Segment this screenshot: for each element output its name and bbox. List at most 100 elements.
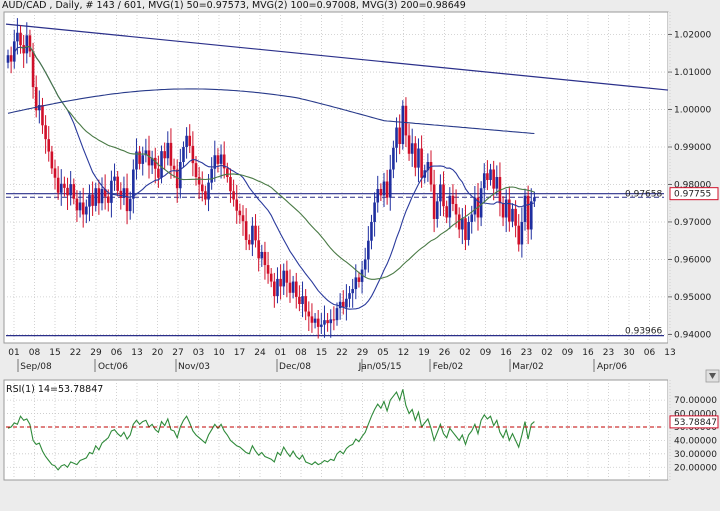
level-label: 0.93966 [625,327,662,337]
candle-up [182,147,185,163]
candle-down [464,218,467,240]
candle-up [348,293,351,299]
month-label: Apr/06 [597,362,627,372]
month-label: Jan/05/15 [358,362,402,372]
candle-down [194,163,198,177]
candle-up [351,289,354,294]
candle-down [232,191,235,200]
candle-up [426,162,430,171]
candle-up [363,259,367,270]
rsi-tick-label: 40.00000 [674,436,717,446]
candle-down [204,191,207,200]
candle-down [222,154,226,169]
rsi-tick-label: 30.00000 [674,450,717,460]
date-tick-label: 20 [152,348,164,358]
date-tick-label: 06 [111,348,123,358]
candle-down [235,199,239,211]
date-tick-label: 15 [316,348,327,358]
candle-up [435,201,439,219]
date-tick-label: 10 [213,348,225,358]
candle-up [335,308,339,321]
candle-down [316,318,320,327]
month-label: Oct/06 [98,362,128,372]
candle-up [141,155,145,164]
candle-down [385,181,389,198]
candle-up [448,195,452,218]
price-tick-label: 1.00000 [674,106,711,116]
scroll-right-button[interactable] [705,369,720,383]
candle-down [66,187,69,196]
candle-down [332,319,336,321]
candle-down [429,162,433,185]
candle-down [254,225,257,241]
candle-up [282,270,286,287]
candle-down [125,188,129,212]
candle-up [160,151,163,178]
candle-down [63,183,66,188]
candle-down [157,168,160,178]
candle-down [97,188,101,204]
candle-down [53,168,57,178]
candle-up [511,208,514,222]
candle-up [392,147,395,170]
current-price-box [669,187,719,201]
current-price-label: 0.97755 [674,190,711,200]
price-tick-label: 0.98000 [674,180,711,190]
candle-up [132,169,135,199]
candle-down [508,199,511,222]
date-tick-label: 13 [664,348,675,358]
price-panel [3,11,669,344]
candle-down [501,203,505,218]
candle-up [291,281,295,293]
rsi-tick-label: 60.00000 [674,410,717,420]
date-tick-label: 29 [90,348,102,358]
candle-down [273,281,276,297]
candle-down [28,35,32,52]
candle-down [56,177,60,193]
candle-up [219,154,223,164]
candle-up [504,199,508,218]
candle-up [520,221,524,245]
candle-up [185,135,188,148]
candle-up [401,105,405,145]
date-tick-label: 01 [8,348,19,358]
candle-down [288,282,292,293]
month-label: Sep/08 [20,362,52,372]
candle-up [345,298,348,308]
candle-up [78,202,82,211]
price-tick-label: 0.95000 [674,293,711,303]
right-axis-strip [668,12,720,480]
candle-down [44,125,47,140]
candle-up [301,296,304,305]
candle-down [169,142,173,166]
candle-up [122,188,126,198]
date-tick-label: 09 [480,348,492,358]
rsi-panel [3,379,669,481]
candle-up [260,251,264,259]
date-tick-label: 08 [29,348,41,358]
candle-up [144,150,148,156]
candle-down [432,184,436,219]
date-tick-label: 22 [336,348,347,358]
price-lines [5,23,669,337]
date-tick-label: 27 [172,348,183,358]
candle-up [329,319,333,324]
date-tick-label: 12 [398,348,409,358]
date-tick-label: 17 [234,348,245,358]
date-tick-label: 24 [254,348,266,358]
candle-down [75,198,79,211]
candle-down [398,127,401,145]
candle-up [320,324,323,327]
date-tick-label: 13 [131,348,142,358]
candle-down [116,176,119,191]
candle-down [420,148,423,178]
date-tick-label: 23 [603,348,614,358]
month-label: Mar/02 [512,362,543,372]
candle-down [106,196,110,203]
date-tick-label: 16 [582,348,594,358]
candle-up [210,168,213,183]
candle-down [147,150,151,166]
candle-down [517,225,521,245]
candle-down [404,105,408,136]
